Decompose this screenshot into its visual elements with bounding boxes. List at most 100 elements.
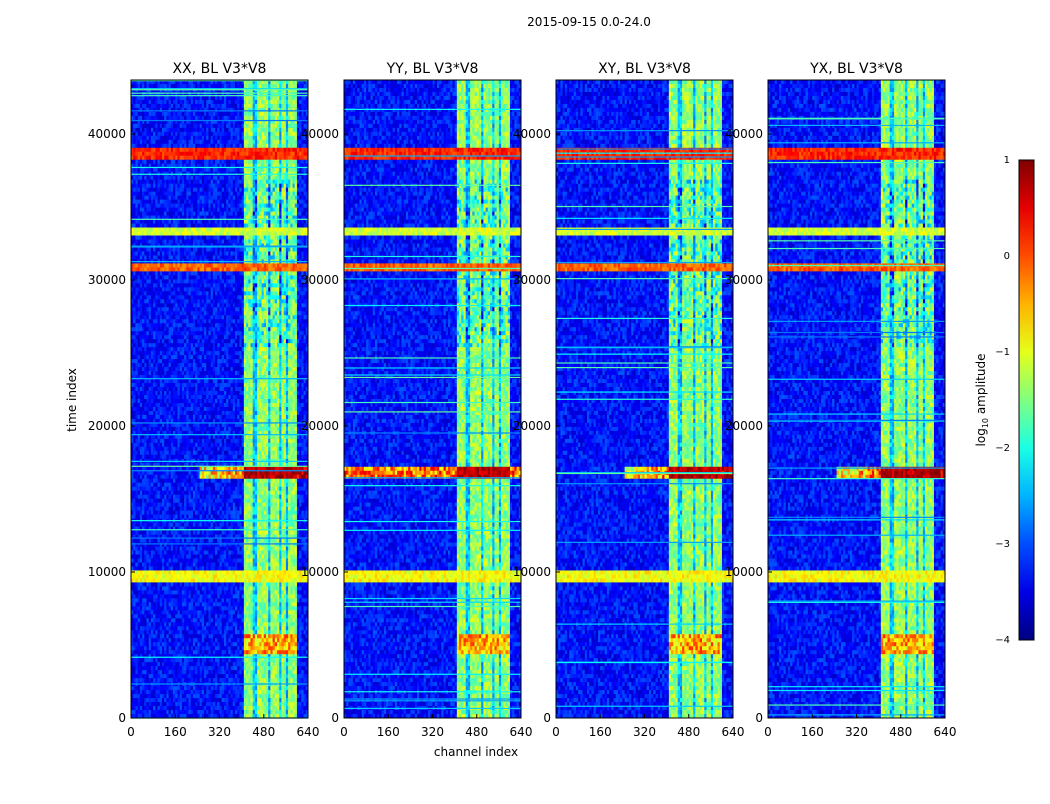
heatmap-cell <box>133 160 136 164</box>
heatmap-cell <box>133 156 136 160</box>
heatmap-cell <box>186 160 189 164</box>
heatmap-cell <box>206 108 209 112</box>
heatmap-cell <box>142 84 145 88</box>
heatmap-cell <box>195 152 198 156</box>
heatmap-cell <box>195 84 198 88</box>
heatmap-cell <box>142 128 145 132</box>
heatmap-cell <box>284 152 287 156</box>
heatmap-cell <box>133 136 136 140</box>
heatmap-cell <box>250 136 253 140</box>
heatmap-cell <box>284 100 287 104</box>
heatmap-cell <box>151 128 154 132</box>
heatmap-cell <box>162 100 165 104</box>
heatmap-cell <box>215 152 218 156</box>
heatmap-cell <box>186 148 189 152</box>
heatmap-cell <box>133 148 136 152</box>
heatmap-cell <box>284 116 287 120</box>
heatmap-cell <box>151 84 154 88</box>
heatmap-cell <box>177 100 180 104</box>
heatmap-cell <box>250 156 253 160</box>
heatmap-cell <box>268 144 271 148</box>
heatmap-cell <box>277 116 280 120</box>
heatmap-cell <box>233 132 236 136</box>
heatmap-cell <box>171 124 174 128</box>
heatmap-cell <box>206 140 209 144</box>
heatmap-cell <box>206 84 209 88</box>
heatmap-cell <box>215 116 218 120</box>
heatmap-cell <box>250 112 253 116</box>
heatmap-cell <box>277 156 280 160</box>
heatmap-cell <box>171 112 174 116</box>
heatmap-cell <box>171 116 174 120</box>
heatmap-cell <box>259 160 262 164</box>
heatmap-cell <box>304 160 307 164</box>
heatmap-cell <box>222 100 225 104</box>
heatmap-cell <box>268 160 271 164</box>
heatmap-cell <box>206 116 209 120</box>
heatmap-cell <box>239 156 242 160</box>
heatmap-cell <box>133 100 136 104</box>
heatmap-cell <box>162 156 165 160</box>
heatmap-cell <box>162 124 165 128</box>
heatmap-cell <box>304 144 307 148</box>
heatmap-cell <box>233 112 236 116</box>
heatmap-cell <box>284 84 287 88</box>
heatmap-cell <box>284 96 287 100</box>
heatmap-cell <box>239 128 242 132</box>
heatmap-cell <box>142 132 145 136</box>
heatmap-cell <box>293 96 296 100</box>
heatmap-cell <box>133 140 136 144</box>
heatmap-cell <box>250 152 253 156</box>
heatmap-cell <box>151 160 154 164</box>
heatmap-cell <box>284 136 287 140</box>
heatmap-cell <box>284 132 287 136</box>
heatmap-cell <box>151 156 154 160</box>
heatmap-cell <box>177 148 180 152</box>
heatmap-cell <box>177 112 180 116</box>
heatmap-cell <box>222 84 225 88</box>
heatmap-cell <box>171 128 174 132</box>
heatmap-cell <box>171 156 174 160</box>
heatmap-cell <box>233 96 236 100</box>
heatmap-cell <box>277 148 280 152</box>
heatmap-cell <box>142 112 145 116</box>
heatmap-cell <box>171 136 174 140</box>
heatmap-cell <box>293 108 296 112</box>
heatmap-cell <box>233 124 236 128</box>
panels-group: XX, BL V3*V80 160 320 480 640010000200003000… <box>88 61 957 739</box>
heatmap-cell <box>233 108 236 112</box>
heatmap-cell <box>133 124 136 128</box>
heatmap-cell <box>177 108 180 112</box>
heatmap-cell <box>222 144 225 148</box>
heatmap-cell <box>250 132 253 136</box>
heatmap-cell <box>142 96 145 100</box>
heatmap-cell <box>293 128 296 132</box>
heatmap-cell <box>222 96 225 100</box>
heatmap-cell <box>284 108 287 112</box>
heatmap-cell <box>177 136 180 140</box>
heatmap-cell <box>304 156 307 160</box>
heatmap-cell <box>222 132 225 136</box>
heatmap-cell <box>186 132 189 136</box>
heatmap-cell <box>206 128 209 132</box>
heatmap-cell <box>293 136 296 140</box>
heatmap-cell <box>304 108 307 112</box>
heatmap-cell <box>284 160 287 164</box>
heatmap-cell <box>239 148 242 152</box>
heatmap-cell <box>206 124 209 128</box>
heatmap-cell <box>195 136 198 140</box>
heatmap-cell <box>206 112 209 116</box>
heatmap-cell <box>284 148 287 152</box>
heatmap-cell <box>239 100 242 104</box>
heatmap-cell <box>186 112 189 116</box>
heatmap-cell <box>215 100 218 104</box>
heatmap-cell <box>293 144 296 148</box>
heatmap-cell <box>233 144 236 148</box>
heatmap-cell <box>277 144 280 148</box>
heatmap-cell <box>268 132 271 136</box>
heatmap-cell <box>162 108 165 112</box>
heatmap-cell <box>259 152 262 156</box>
heatmap-cell <box>268 156 271 160</box>
heatmap-cell <box>239 136 242 140</box>
heatmap-cell <box>171 132 174 136</box>
